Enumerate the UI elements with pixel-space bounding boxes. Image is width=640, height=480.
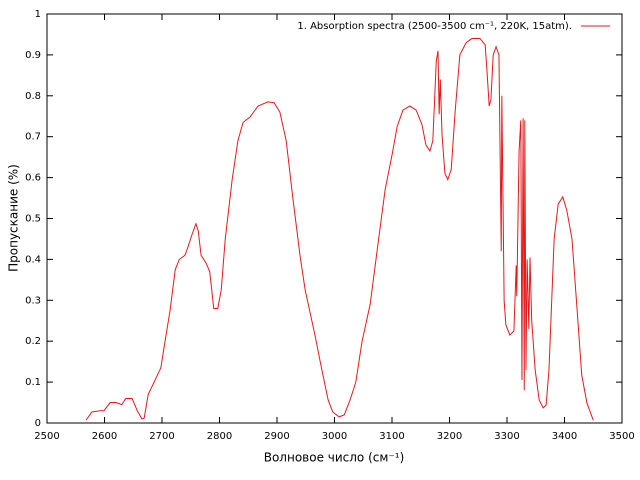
plot-frame [46, 13, 623, 424]
y-tick-label: 0.1 [25, 377, 41, 388]
x-tick-label: 2700 [149, 431, 174, 442]
series-line [85, 38, 594, 421]
y-tick-label: 0.4 [25, 254, 41, 265]
y-tick-label: 1 [35, 9, 41, 20]
x-tick-label: 2600 [92, 431, 117, 442]
x-tick-label: 3100 [379, 431, 404, 442]
y-tick-label: 0.6 [25, 173, 41, 184]
x-tick-label: 3300 [494, 431, 519, 442]
y-axis-label: Пропускание (%) [7, 164, 21, 272]
x-tick-label: 2800 [207, 431, 232, 442]
x-tick-label: 3500 [609, 431, 634, 442]
y-tick-label: 0.9 [25, 50, 41, 61]
y-tick-label: 0.7 [25, 132, 41, 143]
x-tick-label: 3400 [552, 431, 577, 442]
y-tick-label: 0.2 [25, 336, 41, 347]
x-tick-label: 2500 [34, 431, 59, 442]
y-tick-label: 0.8 [25, 91, 41, 102]
y-tick-label: 0 [35, 418, 41, 429]
x-tick-label: 3000 [322, 431, 347, 442]
y-tick-label: 0.3 [25, 295, 41, 306]
x-axis-label: Волновое число (см⁻¹) [264, 451, 405, 465]
y-tick-label: 0.5 [25, 214, 41, 225]
x-tick-label: 2900 [264, 431, 289, 442]
legend-label: 1. Absorption spectra (2500-3500 cm⁻¹, 2… [297, 21, 572, 32]
x-tick-label: 3200 [437, 431, 462, 442]
